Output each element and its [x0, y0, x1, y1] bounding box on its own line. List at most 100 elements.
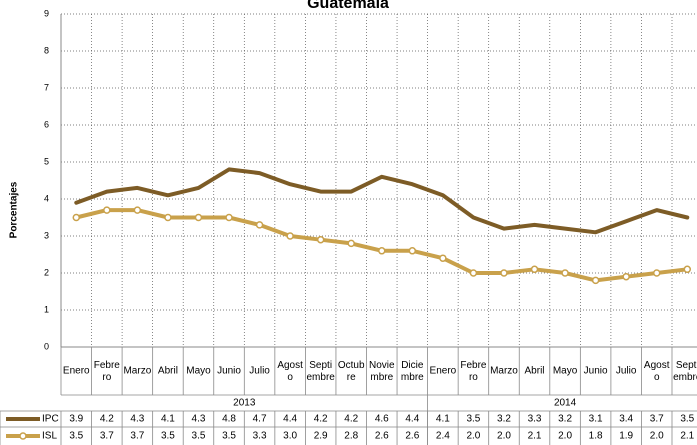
table-value: 3.0 [283, 431, 297, 442]
group-label: 2013 [233, 398, 256, 409]
x-tick-label: Dicie mbre [401, 360, 424, 383]
point [255, 221, 264, 229]
table-value: 4.3 [130, 414, 144, 425]
table-value: 4.1 [161, 414, 175, 425]
point [316, 235, 325, 244]
table-value: 3.9 [69, 414, 83, 425]
table-value: 3.5 [69, 431, 83, 442]
point [72, 213, 81, 222]
table-value: 3.7 [650, 414, 664, 425]
table-value: 2.6 [405, 431, 419, 442]
y-tick-label: 3 [44, 230, 49, 240]
x-tick-label: Marzo [490, 366, 518, 377]
table-value: 4.3 [192, 414, 206, 425]
point [103, 206, 111, 214]
point [378, 247, 386, 255]
table-value: 4.4 [283, 414, 297, 425]
y-tick-label: 4 [44, 193, 49, 203]
point [683, 265, 692, 274]
x-tick-label: Agost o [277, 360, 303, 383]
y-tick-label: 2 [44, 267, 49, 277]
table-value: 3.5 [466, 414, 480, 425]
y-tick-label: 6 [44, 119, 49, 129]
x-tick-label: Mayo [553, 366, 578, 377]
x-tick-label: Octub re [338, 360, 365, 383]
x-tick-label: Febre ro [94, 360, 121, 383]
y-tick-label: 0 [44, 341, 49, 351]
table-value: 2.1 [528, 431, 542, 442]
point [622, 272, 630, 281]
table-value: 1.8 [589, 431, 603, 442]
x-tick-label: Enero [63, 366, 90, 377]
x-tick-label: Marzo [123, 366, 151, 377]
y-tick-label: 5 [44, 156, 49, 166]
group-label: 2014 [554, 398, 577, 409]
table-value: 4.7 [253, 414, 267, 425]
x-tick-label: Novie mbre [369, 360, 395, 383]
x-tick-label: Junio [217, 366, 241, 377]
table-value: 4.2 [314, 414, 328, 425]
x-tick-label: Julio [616, 366, 637, 377]
y-tick-label: 8 [44, 45, 49, 55]
legend-label: IPC [42, 414, 59, 425]
legend-label: ISL [42, 431, 57, 442]
point [194, 213, 203, 222]
point [439, 254, 447, 262]
x-tick-label: Junio [584, 366, 608, 377]
series-line [74, 167, 690, 235]
table-value: 3.5 [680, 414, 694, 425]
table-value: 2.0 [650, 431, 664, 442]
y-axis-label: Porcentajes [9, 181, 20, 238]
table-value: 4.1 [436, 414, 450, 425]
x-tick-label: Mayo [186, 366, 211, 377]
table-value: 4.6 [375, 414, 389, 425]
table-value: 3.3 [528, 414, 542, 425]
table-value: 4.2 [344, 414, 358, 425]
point [561, 269, 569, 277]
y-tick-label: 9 [44, 8, 49, 18]
table-value: 2.0 [558, 431, 572, 442]
table-value: 2.4 [436, 431, 450, 442]
x-tick-label: Abril [525, 366, 545, 377]
table-value: 2.1 [680, 431, 694, 442]
x-tick-label: Agost o [644, 360, 670, 383]
point [225, 213, 233, 222]
chart-title: Guatemala [307, 0, 389, 12]
point [591, 276, 600, 285]
table-value: 3.5 [192, 431, 206, 442]
x-tick-label: Enero [430, 366, 457, 377]
point [286, 232, 294, 240]
table-value: 3.5 [161, 431, 175, 442]
table-value: 3.7 [100, 431, 114, 442]
table-value: 4.8 [222, 414, 236, 425]
table-value: 2.0 [497, 431, 511, 442]
y-tick-label: 1 [44, 304, 49, 314]
point [469, 269, 478, 277]
table-value: 2.9 [314, 431, 328, 442]
table-value: 3.5 [222, 431, 236, 442]
table-value: 2.6 [375, 431, 389, 442]
point [408, 247, 417, 255]
x-tick-label: Abril [158, 366, 178, 377]
point [133, 206, 142, 214]
point [500, 269, 508, 277]
table-value: 3.1 [589, 414, 603, 425]
table-value: 3.2 [558, 414, 572, 425]
table-value: 4.4 [405, 414, 419, 425]
point [347, 239, 355, 248]
legend-marker [19, 432, 27, 440]
x-tick-label: Julio [249, 366, 270, 377]
point [652, 269, 661, 277]
point [164, 213, 172, 222]
table-value: 2.0 [466, 431, 480, 442]
table-value: 3.4 [619, 414, 633, 425]
table-value: 4.2 [100, 414, 114, 425]
table-value: 3.2 [497, 414, 511, 425]
y-tick-label: 7 [44, 82, 49, 92]
point [530, 265, 539, 274]
table-value: 3.7 [130, 431, 144, 442]
x-tick-label: Febre ro [460, 360, 487, 383]
